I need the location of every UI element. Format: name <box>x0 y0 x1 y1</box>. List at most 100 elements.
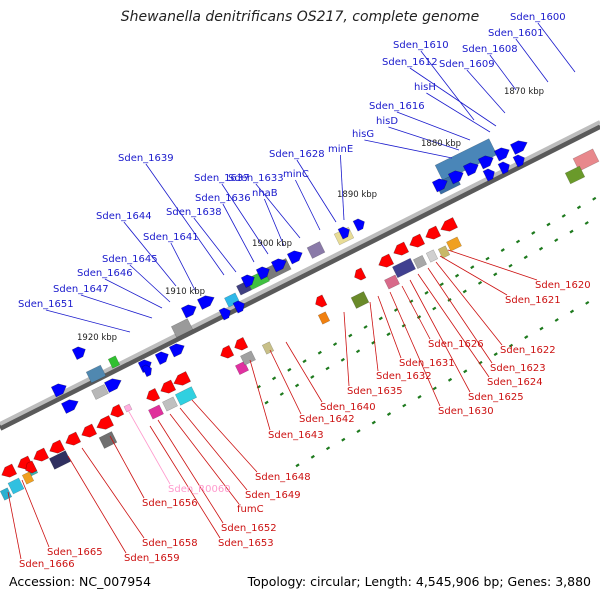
feature-block <box>384 274 400 290</box>
reverse-gene-arrow <box>96 415 115 430</box>
tick-dash-reverse <box>569 309 575 314</box>
reverse-gene-arrow-shape <box>220 345 235 359</box>
reverse-gene-arrow <box>354 267 367 281</box>
reverse-gene-arrow <box>49 439 66 454</box>
feature-block <box>174 386 198 406</box>
forward-label-connector <box>340 154 345 221</box>
forward-gene-label: hisH <box>414 82 436 93</box>
forward-gene-arrow-shape <box>141 364 152 378</box>
tick-dash-forward <box>310 375 315 379</box>
forward-gene-arrow <box>168 343 185 358</box>
reverse-gene-label: Sden_1630 <box>438 406 494 417</box>
tick-dash-outer <box>531 231 536 235</box>
reverse-label-connector <box>157 419 224 524</box>
feature-block <box>0 487 13 501</box>
tick-dash-forward <box>432 306 437 311</box>
forward-gene-arrow <box>493 147 510 162</box>
reverse-gene-label: Sden_1623 <box>490 363 546 374</box>
reverse-gene-arrow-shape <box>173 371 192 386</box>
reverse-gene-label: Sden_1635 <box>347 386 403 397</box>
reverse-gene-arrow <box>393 241 410 256</box>
forward-label-connector <box>426 92 491 133</box>
forward-gene-label: Sden_1646 <box>77 268 133 279</box>
tick-dash-forward <box>462 289 467 294</box>
feature-block <box>572 148 600 172</box>
reverse-gene-label: Sden_1626 <box>428 339 484 350</box>
reverse-gene-arrow-shape <box>146 388 161 402</box>
rna-label-connector <box>127 409 171 485</box>
reverse-label-connector <box>343 311 350 387</box>
tick-dash-outer <box>332 342 338 347</box>
forward-gene-label: Sden_1639 <box>118 153 174 164</box>
tick-dash-outer <box>515 239 521 244</box>
forward-label-connector <box>296 159 337 223</box>
feature-block <box>123 403 133 413</box>
reverse-gene-arrow <box>110 404 125 418</box>
tick-dash-reverse <box>432 386 437 391</box>
reverse-label-connector <box>21 479 50 548</box>
reverse-gene-label: Sden_1665 <box>47 547 103 558</box>
forward-gene-arrow-shape <box>493 147 510 162</box>
forward-gene-arrow <box>286 250 303 265</box>
map-title: Shewanella denitrificans OS217, complete… <box>120 9 480 25</box>
feature-block <box>412 254 428 270</box>
forward-gene-arrow <box>352 218 365 232</box>
scale-label: 1900 kbp <box>252 239 292 249</box>
feature-block <box>392 257 416 279</box>
forward-gene-label: Sden_1645 <box>102 254 158 265</box>
tick-dash-outer <box>470 265 475 270</box>
forward-gene-arrow <box>103 378 122 393</box>
forward-gene-arrow <box>431 178 448 193</box>
forward-gene-label: Sden_1641 <box>143 232 199 243</box>
forward-gene-arrow <box>218 307 231 321</box>
reverse-gene-arrow-shape <box>33 447 50 462</box>
reverse-gene-arrow <box>234 337 249 351</box>
reverse-label-connector <box>409 279 471 393</box>
reverse-label-connector <box>435 261 503 346</box>
forward-gene-arrow-shape <box>337 226 350 240</box>
tick-dash-outer <box>302 359 307 364</box>
feature-block <box>350 291 370 309</box>
forward-label-connector <box>489 54 517 91</box>
forward-gene-arrow <box>196 295 215 310</box>
reverse-gene-label: Sden_1632 <box>376 371 432 382</box>
tick-dash-forward <box>340 357 345 362</box>
tick-dash-outer <box>439 282 444 287</box>
forward-gene-arrow <box>180 304 197 319</box>
reverse-gene-arrow-shape <box>440 217 459 232</box>
reverse-gene-label: Sden_1643 <box>268 430 324 441</box>
forward-label-connector <box>420 50 475 121</box>
tick-dash-outer <box>561 213 566 218</box>
tick-dash-forward <box>279 392 284 396</box>
forward-gene-arrow-shape <box>447 170 464 185</box>
reverse-gene-arrow <box>65 431 82 446</box>
reverse-label-connector <box>439 255 508 296</box>
forward-gene-arrow <box>71 346 86 360</box>
forward-gene-label: Sden_1616 <box>369 101 425 112</box>
forward-gene-arrow-shape <box>240 274 255 288</box>
feature-block <box>98 431 118 449</box>
forward-gene-label: Sden_1647 <box>53 284 109 295</box>
reverse-gene-arrow <box>146 388 161 402</box>
tick-dash-outer <box>287 367 292 372</box>
forward-gene-label: Sden_1637 <box>194 173 250 184</box>
reverse-label-connector <box>447 249 538 281</box>
tick-dash-reverse <box>371 420 376 425</box>
tick-dash-outer <box>424 290 429 295</box>
scale-label: 1890 kbp <box>337 190 377 200</box>
reverse-gene-arrow-shape <box>65 431 82 446</box>
tick-dash-outer <box>393 308 399 312</box>
tick-dash-outer <box>546 222 551 227</box>
reverse-gene-label: Sden_1622 <box>500 345 556 356</box>
forward-gene-arrow-shape <box>180 304 197 319</box>
reverse-label-connector <box>427 267 493 364</box>
tick-dash-forward <box>493 272 498 277</box>
feature-block <box>48 450 72 470</box>
forward-gene-arrow-shape <box>218 307 231 321</box>
tick-dash-reverse <box>508 343 514 348</box>
accession-text: Accession: NC_007954 <box>9 574 152 589</box>
gene-arrows-layer <box>1 140 528 478</box>
reverse-label-connector <box>149 425 221 539</box>
reverse-gene-arrow <box>315 294 328 308</box>
